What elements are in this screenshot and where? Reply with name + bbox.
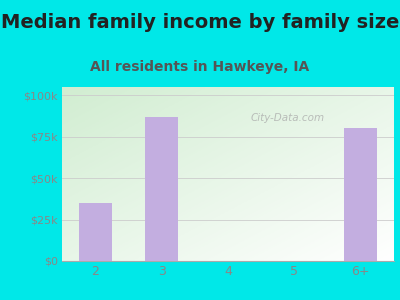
Bar — [344, 128, 378, 261]
Bar — [78, 203, 112, 261]
Text: City-Data.com: City-Data.com — [251, 113, 325, 123]
Text: All residents in Hawkeye, IA: All residents in Hawkeye, IA — [90, 60, 310, 74]
Bar — [145, 117, 178, 261]
Text: Median family income by family size: Median family income by family size — [1, 14, 399, 32]
